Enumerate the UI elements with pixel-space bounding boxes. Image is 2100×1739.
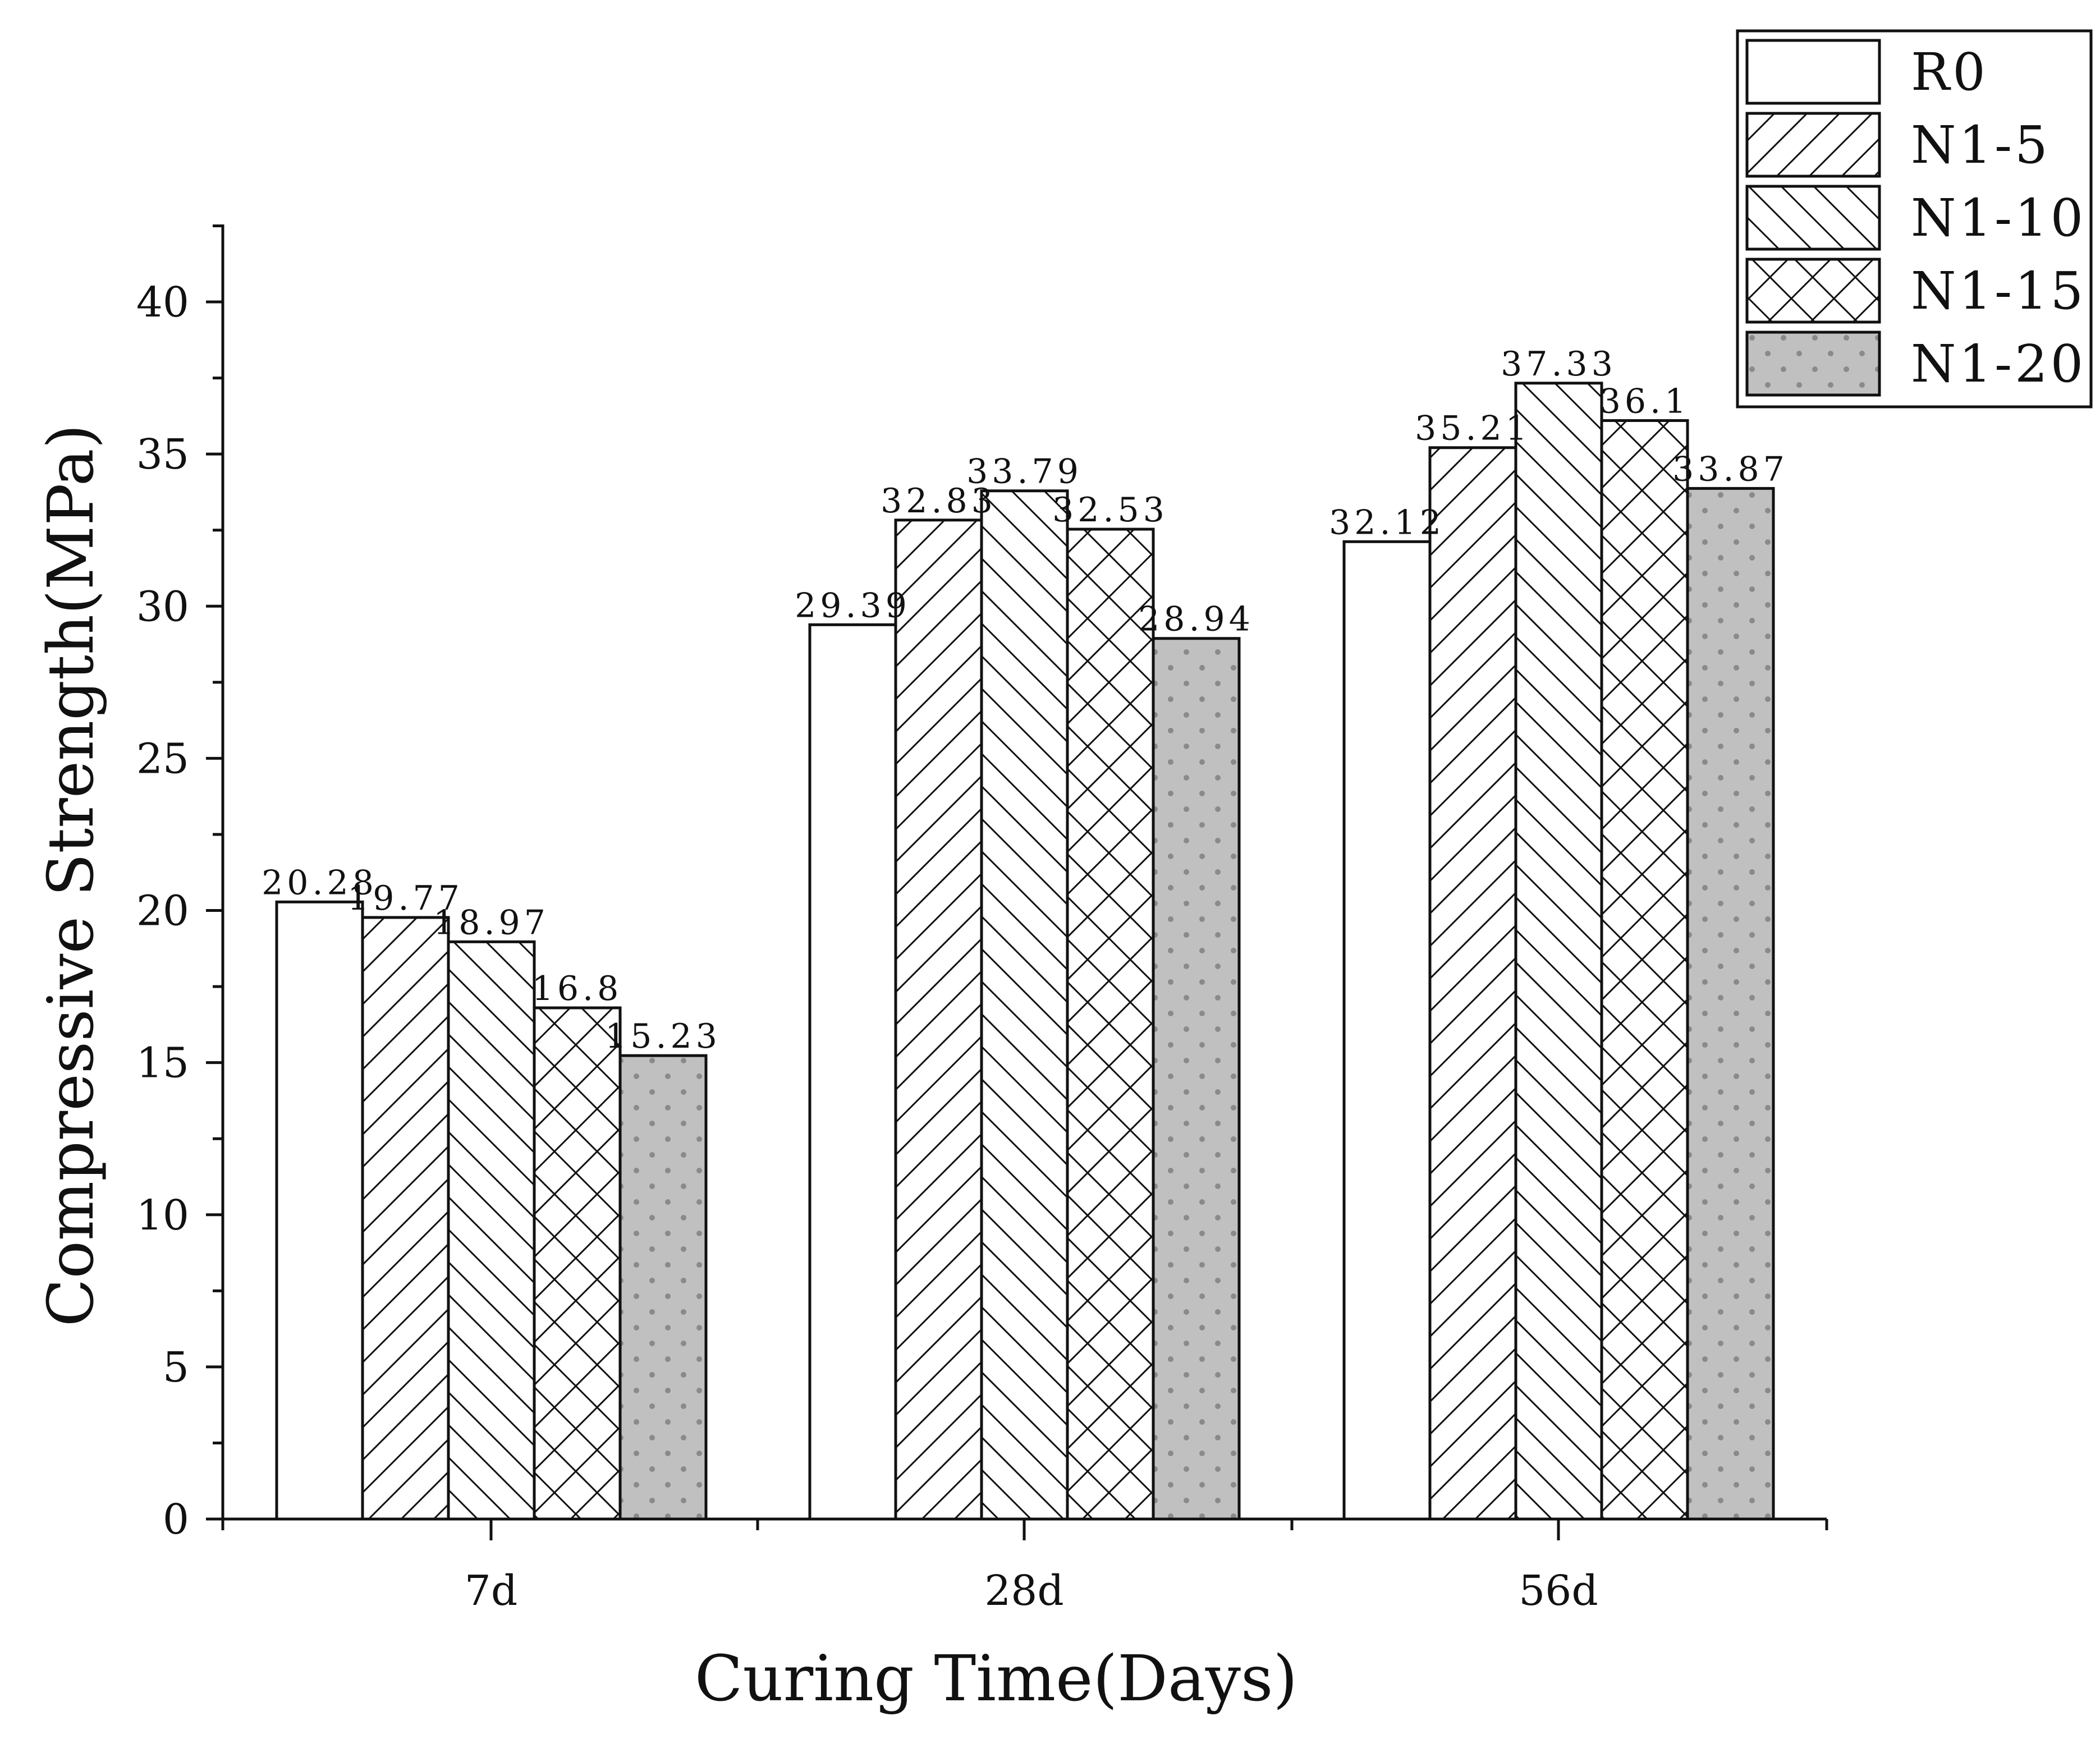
data-label: 33.87 xyxy=(1672,449,1789,489)
y-tick-label: 35 xyxy=(136,430,189,479)
y-tick-label: 40 xyxy=(136,278,189,327)
y-axis-title: Compressive Strength(MPa) xyxy=(35,424,108,1327)
axes-layer: 0 5 10 15 20 25 30 35 40 7d 28d 56d xyxy=(136,224,1828,1615)
bar-n1-20-28d xyxy=(1152,637,1241,1521)
bar-n1-20-56d xyxy=(1686,487,1775,1521)
data-label: 29.39 xyxy=(795,586,911,625)
bar-n1-15-7d xyxy=(533,1006,622,1521)
legend-item-n1-15: N1-15 xyxy=(1745,258,2086,324)
legend-label: N1-15 xyxy=(1911,261,2086,321)
bar-n1-5-7d xyxy=(361,916,450,1521)
data-label: 20.28 xyxy=(262,863,378,902)
legend-item-n1-5: N1-5 xyxy=(1745,112,2051,178)
legend-items: R0 N1-5 N1-10 N1-15 N1-20 xyxy=(1745,39,2086,397)
legend-item-n1-10: N1-10 xyxy=(1745,185,2086,251)
legend-label: N1-10 xyxy=(1911,188,2086,248)
y-tick-label: 5 xyxy=(163,1343,189,1392)
legend-label: R0 xyxy=(1911,42,1988,102)
y-tick-label: 25 xyxy=(136,735,189,783)
data-label: 32.83 xyxy=(881,481,997,521)
y-tick-label: 20 xyxy=(136,887,189,935)
legend-label: N1-5 xyxy=(1911,115,2051,175)
legend: R0 N1-5 N1-10 N1-15 N1-20 xyxy=(1736,29,2093,409)
x-axis-title: Curing Time(Days) xyxy=(695,1642,1297,1715)
bar-n1-10-56d xyxy=(1514,382,1603,1521)
data-label: 32.53 xyxy=(1052,490,1168,530)
bar-n1-10-28d xyxy=(980,489,1069,1521)
legend-swatch xyxy=(1745,331,1881,397)
legend-swatch xyxy=(1745,258,1881,324)
y-tick-label: 0 xyxy=(163,1495,189,1544)
bar-n1-10-7d xyxy=(447,940,536,1521)
bar-n1-5-56d xyxy=(1428,446,1517,1521)
bar-n1-15-56d xyxy=(1600,419,1689,1521)
y-tick-label: 30 xyxy=(136,582,189,631)
data-label: 33.79 xyxy=(966,452,1083,492)
data-label: 19.77 xyxy=(347,879,464,918)
bar-n1-15-28d xyxy=(1066,527,1155,1521)
x-tick-label-56d: 56d xyxy=(1519,1567,1598,1615)
legend-swatch xyxy=(1745,185,1881,251)
legend-item-n1-20: N1-20 xyxy=(1745,331,2086,397)
data-label: 36.1 xyxy=(1599,382,1690,421)
data-label: 28.94 xyxy=(1138,600,1254,639)
bar-r0-56d xyxy=(1342,540,1432,1521)
bar-n1-5-28d xyxy=(894,519,983,1521)
legend-item-r0: R0 xyxy=(1745,39,1988,105)
data-label: 37.33 xyxy=(1501,345,1617,384)
bars-layer xyxy=(275,382,1775,1521)
bar-n1-20-7d xyxy=(618,1054,708,1521)
y-tick-label: 15 xyxy=(136,1039,189,1088)
legend-swatch xyxy=(1745,112,1881,178)
data-label: 32.12 xyxy=(1329,503,1445,542)
data-label: 16.8 xyxy=(532,969,623,1008)
data-label: 15.23 xyxy=(605,1017,721,1056)
x-tick-label-7d: 7d xyxy=(465,1567,517,1615)
data-labels-layer: 20.28 29.39 32.12 19.77 32.83 35.21 18.97 33.79… xyxy=(262,345,1789,1056)
data-label: 35.21 xyxy=(1415,409,1531,448)
bar-r0-28d xyxy=(808,623,897,1521)
y-tick-label: 10 xyxy=(136,1191,189,1240)
legend-swatch xyxy=(1745,39,1881,105)
legend-label: N1-20 xyxy=(1911,334,2086,394)
data-label: 18.97 xyxy=(433,903,549,942)
bar-r0-7d xyxy=(275,900,364,1521)
x-tick-label-28d: 28d xyxy=(984,1567,1064,1615)
